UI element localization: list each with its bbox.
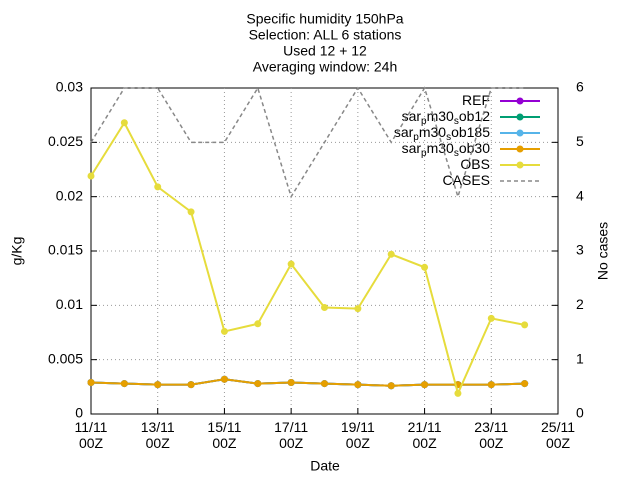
y-tick-label: 0 bbox=[75, 405, 83, 421]
legend-marker bbox=[516, 145, 524, 153]
point bbox=[387, 250, 395, 258]
point bbox=[154, 381, 162, 389]
y2-axis-label: No cases bbox=[595, 222, 611, 280]
chart-title: Used 12 + 12 bbox=[283, 43, 367, 59]
x-axis-label: Date bbox=[310, 458, 340, 474]
point bbox=[120, 119, 128, 127]
x-tick-label: 19/11 00Z bbox=[341, 419, 375, 451]
y2-tick-label: 3 bbox=[576, 242, 584, 258]
series-line bbox=[90, 120, 525, 397]
chart-title: Specific humidity 150hPa bbox=[246, 11, 403, 27]
legend-label: CASES bbox=[443, 172, 490, 188]
y-tick-label: 0.025 bbox=[48, 133, 83, 149]
y-tick-label: 0.02 bbox=[56, 187, 83, 203]
point bbox=[220, 375, 228, 383]
x-tick-label: 21/11 00Z bbox=[408, 419, 442, 451]
point bbox=[321, 380, 328, 388]
point bbox=[354, 305, 362, 313]
point bbox=[321, 304, 328, 312]
legend-label: sarpm30sob185 bbox=[394, 124, 490, 143]
point bbox=[287, 378, 295, 386]
point bbox=[154, 183, 162, 191]
y2-tick-label: 0 bbox=[576, 405, 584, 421]
legend-label: OBS bbox=[460, 156, 490, 172]
point bbox=[354, 381, 362, 389]
point bbox=[87, 172, 95, 180]
point bbox=[421, 263, 429, 271]
point bbox=[421, 381, 429, 389]
x-tick-label: 11/11 00Z bbox=[75, 419, 108, 451]
x-tick-label: 25/11 00Z bbox=[541, 419, 575, 451]
series-line bbox=[90, 378, 525, 387]
point bbox=[87, 378, 95, 386]
legend-marker bbox=[516, 97, 524, 105]
y-axis-label: g/Kg bbox=[9, 237, 25, 266]
series-line bbox=[90, 86, 525, 200]
point bbox=[187, 208, 195, 216]
y2-tick-label: 5 bbox=[576, 133, 584, 149]
x-tick-label: 13/11 00Z bbox=[141, 419, 175, 451]
legend-marker bbox=[516, 161, 524, 169]
legend-label: sarpm30sob30 bbox=[402, 140, 491, 159]
point bbox=[521, 321, 529, 329]
point bbox=[254, 380, 262, 388]
y2-tick-label: 1 bbox=[576, 350, 584, 366]
legend-label: REF bbox=[462, 92, 490, 108]
x-tick-label: 23/11 00Z bbox=[474, 419, 508, 451]
x-tick-label: 17/11 00Z bbox=[274, 419, 308, 451]
y2-tick-label: 2 bbox=[576, 296, 584, 312]
point bbox=[187, 381, 195, 389]
legend-label: sarpm30sob12 bbox=[402, 108, 491, 127]
legend-marker bbox=[516, 113, 524, 121]
x-tick-label: 15/11 00Z bbox=[207, 419, 241, 451]
point bbox=[487, 381, 495, 389]
point bbox=[454, 389, 462, 397]
y-tick-label: 0.01 bbox=[56, 296, 83, 312]
y-tick-label: 0.005 bbox=[48, 350, 83, 366]
legend-marker bbox=[516, 129, 524, 137]
chart-title: Selection: ALL 6 stations bbox=[249, 27, 402, 43]
point bbox=[287, 260, 295, 268]
y2-tick-label: 6 bbox=[576, 79, 584, 95]
y2-tick-label: 4 bbox=[576, 187, 584, 203]
point bbox=[120, 380, 128, 388]
point bbox=[254, 320, 262, 328]
chart-title: Averaging window: 24h bbox=[253, 59, 398, 75]
point bbox=[487, 314, 495, 322]
y-tick-label: 0.015 bbox=[48, 242, 83, 258]
point bbox=[521, 380, 529, 388]
point bbox=[220, 327, 228, 335]
point bbox=[387, 382, 395, 390]
y-tick-label: 0.03 bbox=[56, 79, 83, 95]
